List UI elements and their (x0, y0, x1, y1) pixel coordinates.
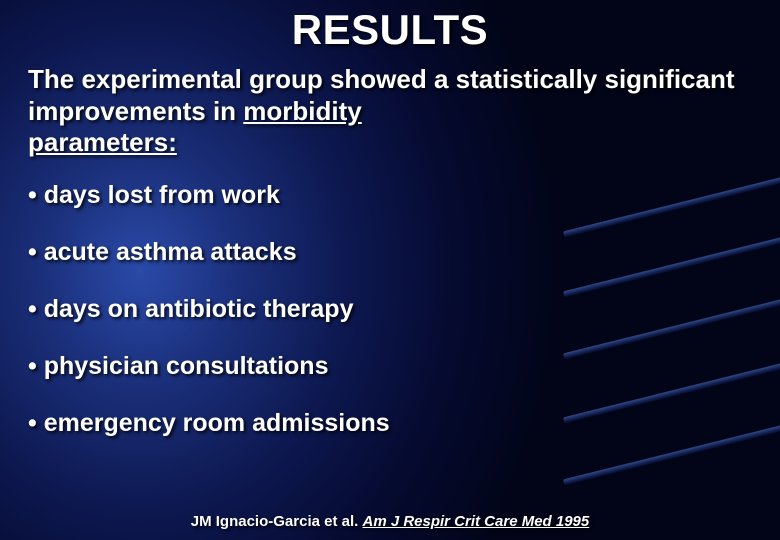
content-area: RESULTS The experimental group showed a … (0, 0, 780, 540)
citation-journal: Am J Respir Crit Care Med 1995 (362, 513, 589, 530)
bullet-item: • emergency room admissions (28, 409, 752, 438)
slide-title: RESULTS (28, 6, 752, 54)
citation: JM Ignacio-Garcia et al. Am J Respir Cri… (0, 513, 780, 530)
citation-author: JM Ignacio-Garcia et al. (191, 513, 363, 530)
bullet-item: • acute asthma attacks (28, 238, 752, 267)
intro-text: The experimental group showed a statisti… (28, 64, 735, 126)
slide: RESULTS The experimental group showed a … (0, 0, 780, 540)
intro-underlined-2: parameters: (28, 127, 177, 157)
intro-underlined-1: morbidity (243, 96, 361, 126)
bullet-item: • days on antibiotic therapy (28, 295, 752, 324)
bullet-list: • days lost from work • acute asthma att… (28, 181, 752, 438)
bullet-item: • days lost from work (28, 181, 752, 210)
bullet-item: • physician consultations (28, 352, 752, 381)
intro-paragraph: The experimental group showed a statisti… (28, 64, 752, 159)
